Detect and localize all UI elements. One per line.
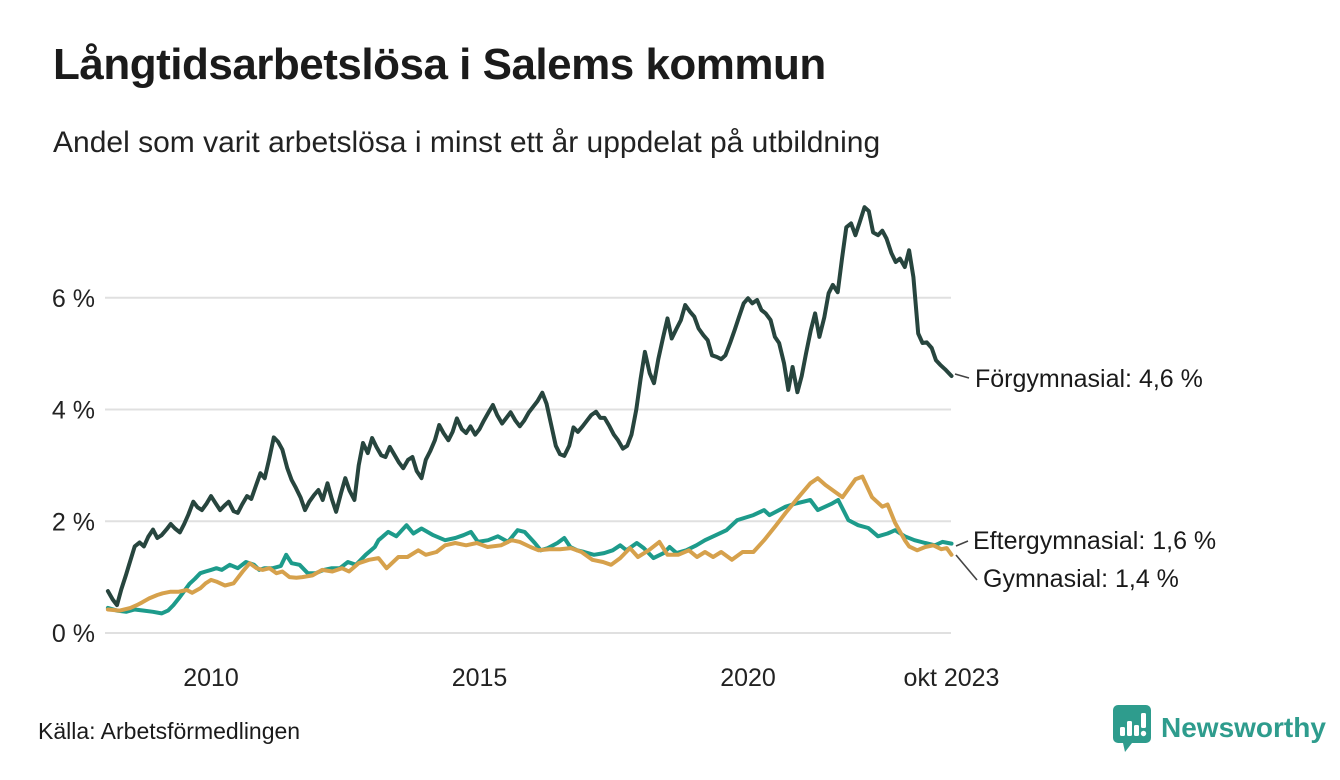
series-line-gymnasial [105, 474, 954, 613]
y-tick-label: 6 % [52, 285, 95, 313]
page-title: Långtidsarbetslösa i Salems kommun [53, 40, 826, 89]
series-end-labels: Förgymnasial: 4,6 % Eftergymnasial: 1,6 … [973, 365, 1216, 593]
label-forgymnasial: Förgymnasial: 4,6 % [975, 365, 1203, 393]
y-tick-label: 0 % [52, 620, 95, 648]
series-label-connectors [954, 373, 978, 581]
x-tick-label: okt 2023 [904, 664, 1000, 692]
series-lines [105, 205, 954, 616]
newsworthy-bubble-chart-icon [1113, 705, 1151, 752]
newsworthy-wordmark: Newsworthy [1161, 712, 1326, 743]
label-gymnasial: Gymnasial: 1,4 % [983, 565, 1179, 593]
x-axis-tick-labels: 2010 2015 2020 okt 2023 [183, 664, 999, 692]
label-eftergymnasial: Eftergymnasial: 1,6 % [973, 527, 1216, 555]
y-tick-label: 4 % [52, 397, 95, 425]
page-subtitle: Andel som varit arbetslösa i minst ett å… [53, 126, 881, 159]
source-note: Källa: Arbetsförmedlingen [38, 718, 301, 744]
gridlines [105, 296, 951, 634]
connector-gymnasial [955, 554, 978, 581]
connector-forgymnasial [954, 373, 970, 379]
y-axis-tick-labels: 0 % 2 % 4 % 6 % [52, 285, 95, 648]
x-tick-label: 2010 [183, 664, 239, 692]
y-tick-label: 2 % [52, 508, 95, 536]
series-line-förgymnasial [105, 205, 954, 608]
x-tick-label: 2020 [720, 664, 776, 692]
series-line-eftergymnasial [105, 498, 954, 616]
connector-eftergymnasial [955, 540, 969, 547]
newsworthy-logo: Newsworthy [1112, 703, 1326, 753]
x-tick-label: 2015 [452, 664, 508, 692]
